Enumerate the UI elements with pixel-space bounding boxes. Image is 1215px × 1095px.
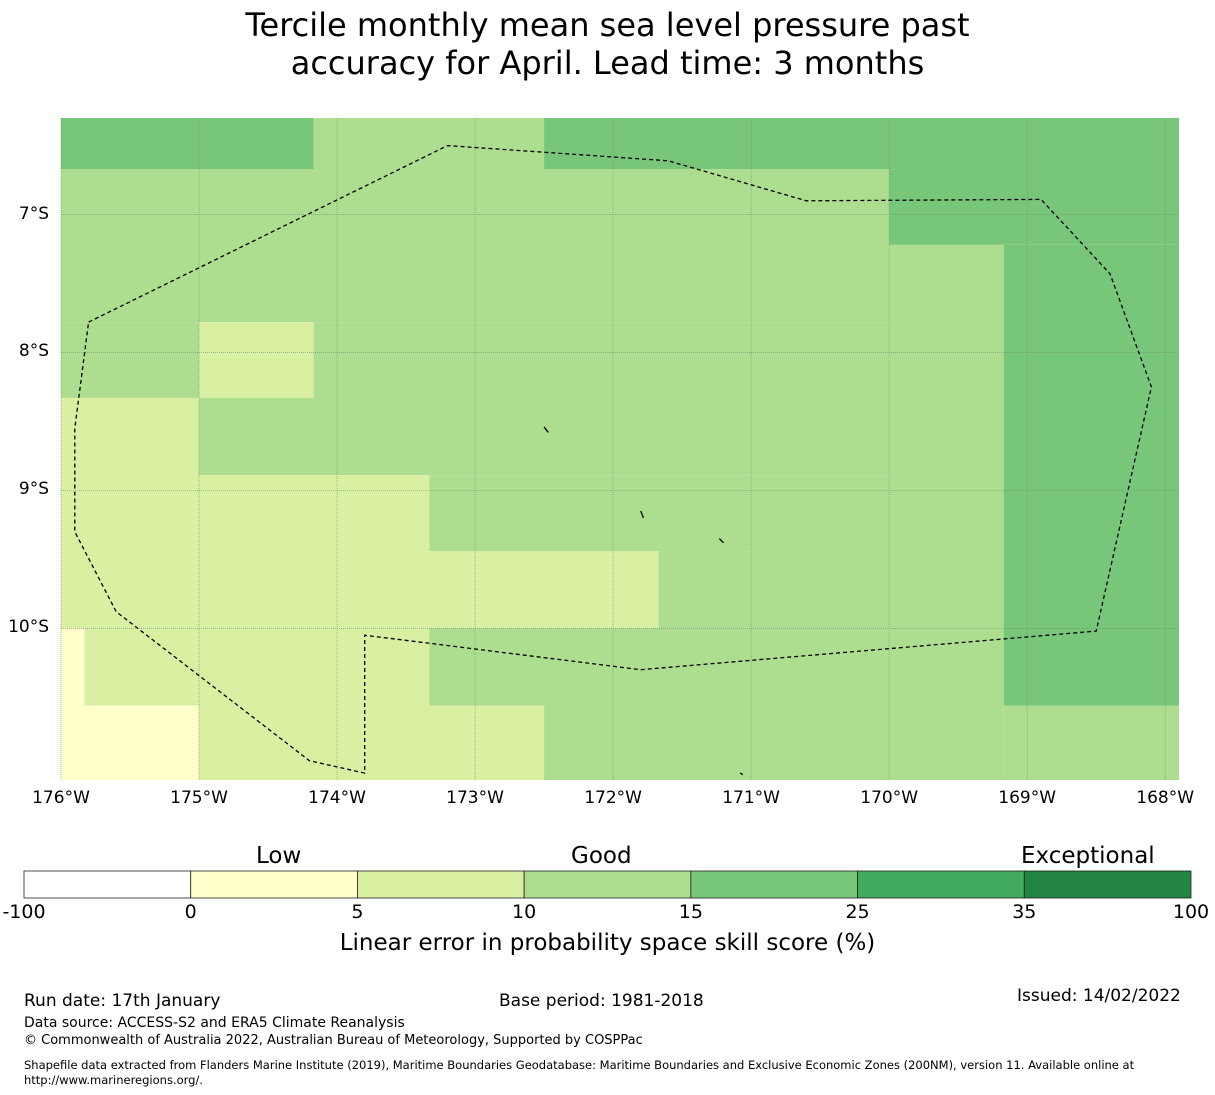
- skill-cell-17: [61, 628, 85, 780]
- colorbar-bin-15-25: [690, 870, 858, 899]
- skill-cell-14: [429, 475, 890, 552]
- skill-cell-12: [199, 397, 890, 476]
- map-title: Tercile monthly mean sea level pressure …: [0, 6, 1215, 82]
- colorbar-tick: 5: [351, 901, 364, 923]
- colorbar-bin-10-15: [523, 870, 692, 899]
- colorbar: [23, 870, 1192, 899]
- base-period: Base period: 1981-2018: [499, 991, 704, 1011]
- graticule: [60, 118, 1179, 780]
- shapefile-credit-1: Shapefile data extracted from Flanders M…: [24, 1058, 1135, 1072]
- skill-cell-23: [544, 628, 890, 780]
- lon-label: 170°W: [860, 788, 919, 808]
- colorbar-bin-5-10: [357, 870, 525, 899]
- issued-date: Issued: 14/02/2022: [1017, 986, 1181, 1006]
- colorbar-label: Linear error in probability space skill …: [339, 930, 876, 956]
- skill-cell-19: [84, 705, 200, 780]
- lon-label: 175°W: [170, 788, 228, 808]
- lat-label: 7°S: [18, 203, 49, 224]
- skill-cell-2: [544, 118, 1179, 170]
- skill-cell-15: [429, 551, 659, 629]
- colorbar-tick: 100: [1172, 901, 1210, 923]
- island-1: [640, 510, 645, 519]
- skill-cell-10: [313, 322, 890, 398]
- skill-cell-20: [199, 628, 430, 780]
- category-exceptional: Exceptional: [1021, 843, 1155, 869]
- colorbar-bin-35-100: [1023, 870, 1192, 899]
- colorbar-bin-0-5: [190, 870, 358, 899]
- skill-cells: [61, 118, 1179, 781]
- category-low: Low: [256, 843, 302, 869]
- skill-cell-11: [61, 397, 200, 629]
- colorbar-tick: 25: [845, 901, 870, 923]
- skill-cell-18: [84, 628, 200, 706]
- lat-label: 8°S: [18, 341, 49, 362]
- island-0: [543, 426, 549, 433]
- lon-label: 171°W: [722, 788, 780, 808]
- colorbar-bin-25-35: [857, 870, 1025, 899]
- lon-label: 173°W: [446, 788, 504, 808]
- title-line-2: accuracy for April. Lead time: 3 months: [290, 44, 925, 82]
- islands: [543, 426, 744, 776]
- colorbar-tick: 10: [512, 901, 537, 923]
- skill-cell-4: [889, 169, 1179, 245]
- colorbar-tick: 15: [678, 901, 703, 923]
- lon-label: 172°W: [584, 788, 642, 808]
- skill-cell-8: [61, 322, 200, 398]
- skill-cell-5: [889, 244, 1004, 781]
- skill-cell-16: [658, 551, 890, 629]
- skill-cell-0: [61, 118, 314, 170]
- skill-cell-9: [199, 322, 314, 398]
- skill-cell-22: [429, 705, 545, 780]
- colorbar-tick: 35: [1012, 901, 1037, 923]
- eez-boundary: [74, 144, 1153, 774]
- colorbar-tick: 0: [184, 901, 197, 923]
- data-source: Data source: ACCESS-S2 and ERA5 Climate …: [24, 1015, 405, 1031]
- run-date: Run date: 17th January: [24, 991, 221, 1011]
- skill-cell-3: [61, 169, 890, 323]
- shapefile-credit-2: http://www.marineregions.org/.: [24, 1073, 203, 1087]
- skill-cell-13: [199, 475, 430, 629]
- skill-score-map: [60, 118, 1179, 781]
- colorbar-bin--100-0: [23, 870, 192, 899]
- title-line-1: Tercile monthly mean sea level pressure …: [245, 6, 970, 44]
- skill-cell-1: [313, 118, 545, 170]
- lon-label: 169°W: [998, 788, 1057, 808]
- skill-cell-6: [1003, 244, 1179, 706]
- lat-label: 9°S: [18, 479, 49, 500]
- lon-label: 168°W: [1136, 788, 1195, 808]
- lon-label: 174°W: [308, 788, 366, 808]
- skill-cell-7: [1003, 705, 1179, 780]
- lon-label: 176°W: [32, 788, 90, 808]
- colorbar-tick: -100: [2, 901, 46, 923]
- island-3: [739, 772, 744, 776]
- island-2: [718, 538, 724, 544]
- skill-cell-21: [429, 628, 545, 706]
- copyright: © Commonwealth of Australia 2022, Austra…: [24, 1033, 643, 1048]
- category-good: Good: [571, 843, 632, 869]
- lat-label: 10°S: [8, 617, 49, 638]
